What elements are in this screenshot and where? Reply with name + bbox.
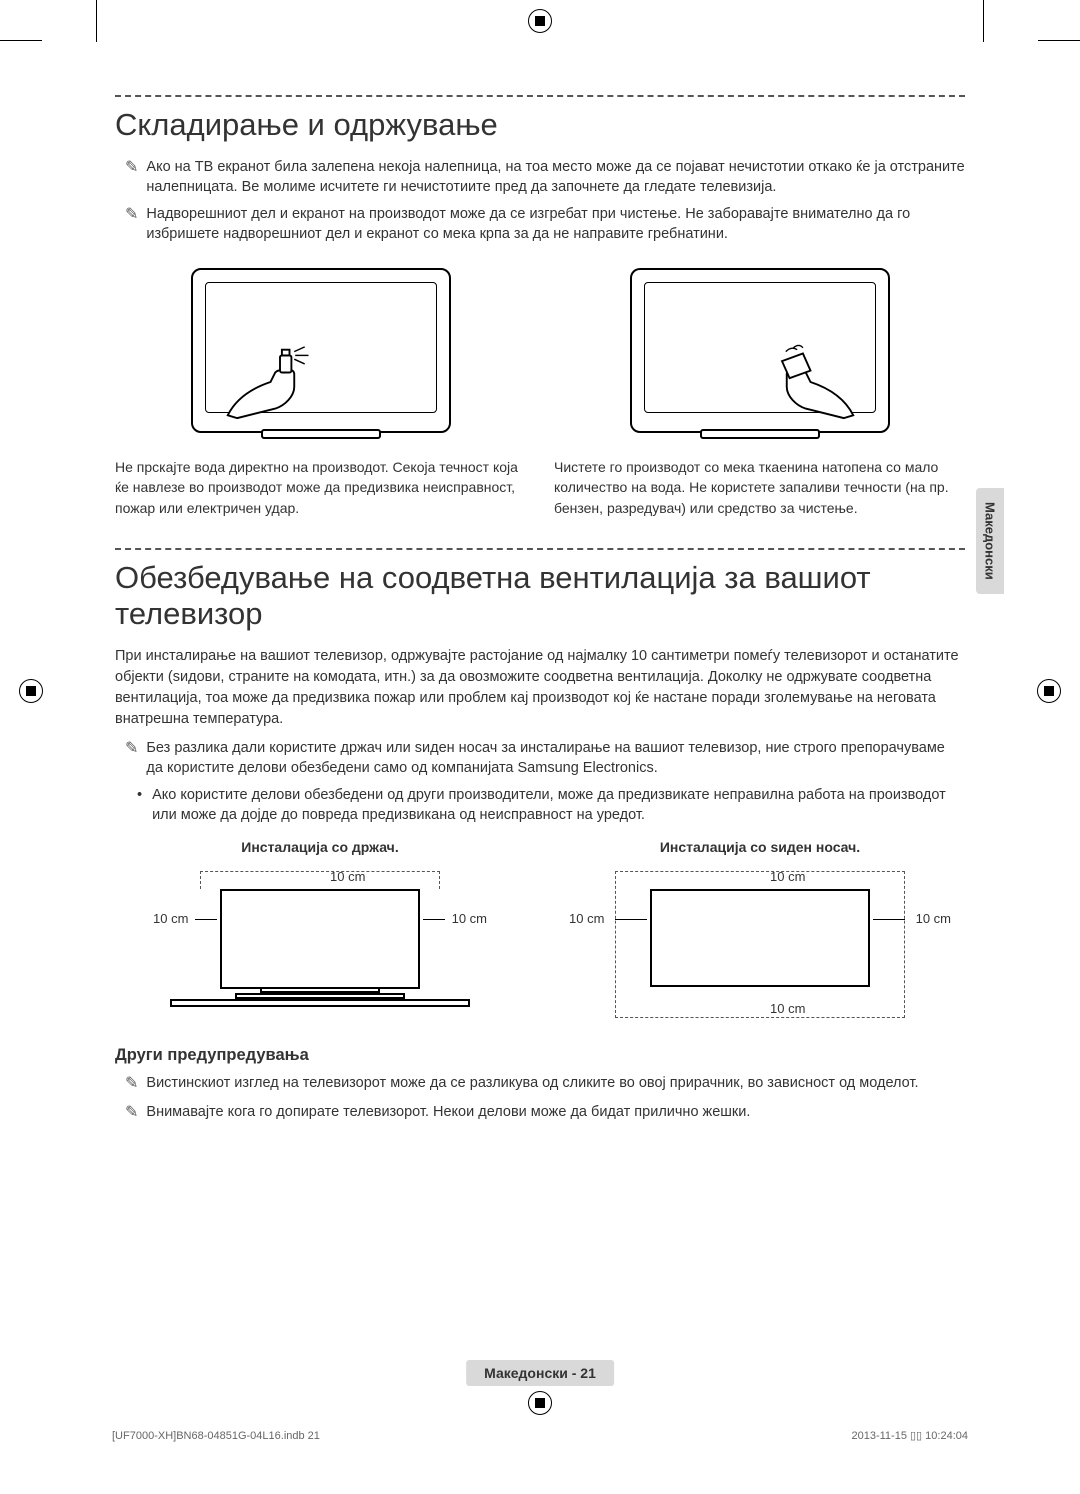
note-icon: ✎ bbox=[125, 157, 138, 198]
crop-mark bbox=[983, 0, 984, 42]
registration-mark bbox=[529, 10, 551, 32]
footer-file-text: [UF7000-XH]BN68-04851G-04L16.indb 21 bbox=[112, 1430, 320, 1442]
dim-label: 10 cm bbox=[770, 869, 805, 884]
dim-label: 10 cm bbox=[770, 1001, 805, 1016]
section-divider bbox=[115, 95, 965, 97]
note-text: Надворешниот дел и екранот на производот… bbox=[146, 204, 965, 245]
note-text: Без разлика дали користите држач или ѕид… bbox=[146, 738, 965, 779]
wipe-hand-icon bbox=[763, 343, 858, 421]
install-wall-title: Инсталација со ѕиден носач. bbox=[555, 839, 965, 855]
page-content: Складирање и одржување ✎ Ако на ТВ екран… bbox=[115, 95, 965, 1130]
tv-spray-illustration bbox=[191, 268, 451, 433]
note-item: ✎ Внимавајте кога го допирате телевизоро… bbox=[125, 1102, 965, 1124]
note-text: Внимавајте кога го допирате телевизорот.… bbox=[146, 1102, 750, 1124]
dim-label: 10 cm bbox=[153, 911, 188, 926]
registration-mark bbox=[529, 1392, 551, 1414]
note-icon: ✎ bbox=[125, 738, 138, 779]
dim-label: 10 cm bbox=[569, 911, 604, 926]
illustration-left: Не прскајте вода директно на производот.… bbox=[115, 268, 526, 518]
bullet-item: Ако користите делови обезбедени од други… bbox=[137, 785, 965, 826]
note-item: ✎ Ако на ТВ екранот била залепена некоја… bbox=[125, 157, 965, 198]
note-icon: ✎ bbox=[125, 204, 138, 245]
note-text: Вистинскиот изглед на телевизорот може д… bbox=[146, 1073, 918, 1095]
section2-heading: Обезбедување на соодветна вентилација за… bbox=[115, 560, 965, 632]
registration-mark bbox=[1038, 680, 1060, 702]
note-icon: ✎ bbox=[125, 1102, 138, 1124]
illustration-caption: Чистете го производот со мека ткаенина н… bbox=[554, 457, 965, 518]
illustration-right: Чистете го производот со мека ткаенина н… bbox=[554, 268, 965, 518]
installation-diagrams: Инсталација со држач. 10 cm 10 cm 10 cm … bbox=[115, 839, 965, 1018]
note-text: Ако на ТВ екранот била залепена некоја н… bbox=[146, 157, 965, 198]
note-item: ✎ Без разлика дали користите држач или ѕ… bbox=[125, 738, 965, 779]
bullet-text: Ако користите делови обезбедени од други… bbox=[152, 785, 965, 826]
note-icon: ✎ bbox=[125, 1073, 138, 1095]
dim-label: 10 cm bbox=[452, 911, 487, 926]
install-stand-diagram: 10 cm 10 cm 10 cm bbox=[115, 863, 525, 1018]
crop-mark bbox=[1038, 40, 1080, 41]
footer-timestamp: 2013-11-15 ▯▯ 10:24:04 bbox=[852, 1429, 969, 1442]
registration-mark bbox=[20, 680, 42, 702]
dim-label: 10 cm bbox=[916, 911, 951, 926]
page-number-badge: Македонски - 21 bbox=[466, 1360, 614, 1386]
install-wall-diagram: 10 cm 10 cm 10 cm 10 cm bbox=[555, 863, 965, 1018]
install-stand-col: Инсталација со држач. 10 cm 10 cm 10 cm bbox=[115, 839, 525, 1018]
dim-label: 10 cm bbox=[330, 869, 365, 884]
spray-hand-icon bbox=[223, 343, 318, 421]
illustration-caption: Не прскајте вода директно на производот.… bbox=[115, 457, 526, 518]
note-item: ✎ Вистинскиот изглед на телевизорот може… bbox=[125, 1073, 965, 1095]
section2-paragraph: При инсталирање на вашиот телевизор, одр… bbox=[115, 646, 965, 730]
install-wall-col: Инсталација со ѕиден носач. 10 cm 10 cm … bbox=[555, 839, 965, 1018]
footer-file-info: [UF7000-XH]BN68-04851G-04L16.indb 21 bbox=[112, 1430, 320, 1442]
install-stand-title: Инсталација со држач. bbox=[115, 839, 525, 855]
crop-mark bbox=[0, 40, 42, 41]
language-side-tab-label: Македонски bbox=[983, 502, 998, 580]
tv-wipe-illustration bbox=[630, 268, 890, 433]
crop-mark bbox=[96, 0, 97, 42]
section1-heading: Складирање и одржување bbox=[115, 107, 965, 143]
cleaning-illustrations: Не прскајте вода директно на производот.… bbox=[115, 268, 965, 518]
note-item: ✎ Надворешниот дел и екранот на производ… bbox=[125, 204, 965, 245]
language-side-tab: Македонски bbox=[976, 488, 1004, 594]
section3-heading: Други предупредувања bbox=[115, 1046, 965, 1065]
section-divider bbox=[115, 548, 965, 550]
